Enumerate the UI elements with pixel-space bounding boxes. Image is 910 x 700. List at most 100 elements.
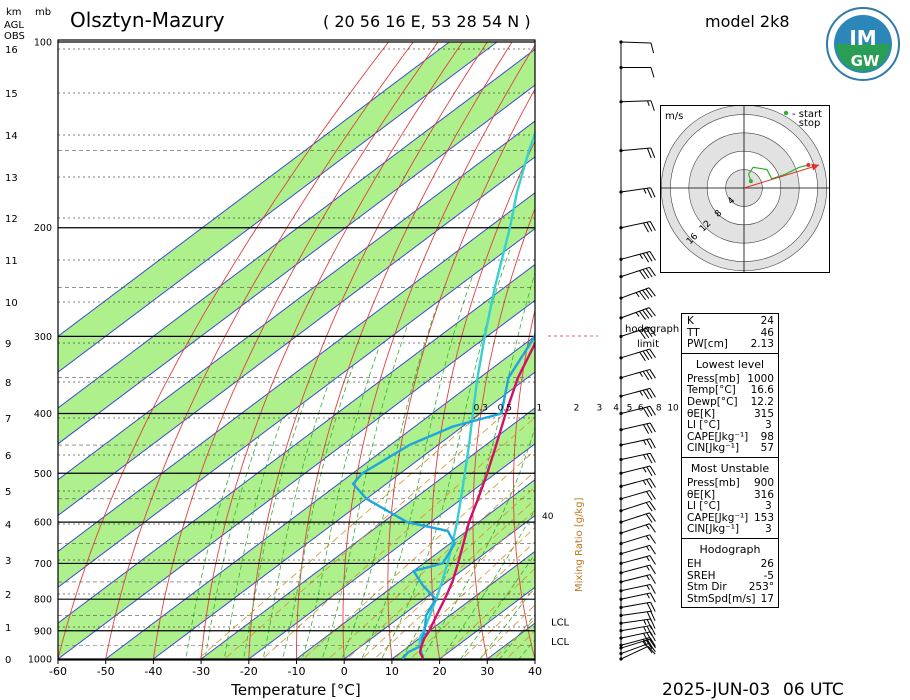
- wind-barb: [619, 523, 656, 535]
- wind-barb: [619, 564, 656, 575]
- index-row: LI [°C] 3: [686, 501, 774, 513]
- wind-barb-full: [646, 439, 653, 449]
- wind-barb-full: [643, 222, 649, 233]
- wind-barb: [619, 266, 656, 280]
- isotherm-line: [58, 156, 535, 517]
- lowest-level-title: Lowest level: [695, 357, 765, 371]
- moist-adiabat: [262, 385, 329, 660]
- wind-barb-full: [645, 288, 653, 298]
- dry-adiabat: [430, 140, 535, 660]
- wind-barb-half: [646, 575, 650, 581]
- km-tick-label: 2: [5, 590, 11, 601]
- wind-barb-half: [639, 253, 644, 259]
- moist-adiabat: [420, 426, 535, 660]
- wind-barb-full: [649, 438, 656, 449]
- isotherm-band: [58, 264, 535, 659]
- wind-barb-full: [642, 309, 650, 319]
- wind-barb-staff: [620, 307, 650, 319]
- legend-start-dot: [783, 110, 789, 116]
- wind-barb-dot: [619, 541, 623, 546]
- wind-barb-full: [646, 370, 653, 380]
- lcl-label: LCL: [551, 637, 570, 648]
- dry-adiabat: [553, 42, 661, 672]
- wind-barb-staff: [620, 465, 651, 474]
- wind-barb-full: [649, 584, 656, 594]
- wind-barb-staff: [620, 500, 650, 512]
- wind-barb-staff: [620, 100, 651, 103]
- wind-barb-half: [646, 584, 650, 591]
- agl-label: AGL: [4, 20, 24, 31]
- most-unstable-title: Most Unstable: [690, 461, 770, 475]
- wind-barb-half: [643, 619, 647, 625]
- wind-barb-full: [649, 348, 656, 359]
- isotherm-line: [58, 41, 498, 373]
- dry-adiabat: [829, 42, 910, 672]
- index-key: TT: [687, 326, 700, 339]
- wind-barb-staff: [620, 618, 651, 624]
- isotherm-band: [58, 49, 535, 444]
- wind-barb: [619, 438, 656, 449]
- km-tick-label: 1: [5, 623, 11, 634]
- wind-barb-full: [645, 349, 653, 360]
- hodograph-trace: [747, 164, 809, 182]
- x-tick-label: -30: [192, 665, 210, 678]
- wind-barb: [619, 490, 656, 501]
- wind-barb-half: [646, 556, 650, 562]
- wind-barb: [619, 221, 656, 233]
- wind-barb-full: [643, 633, 649, 643]
- wind-barb-staff: [620, 438, 651, 446]
- wind-barb-full: [645, 327, 653, 338]
- wind-barb: [619, 387, 656, 400]
- wind-barb: [619, 40, 655, 54]
- km-tick-label: 6: [5, 451, 11, 462]
- moist-adiabat: [321, 327, 408, 660]
- wind-barb-full: [649, 221, 656, 231]
- wind-barb-full: [649, 465, 656, 476]
- dry-adiabat: [152, 41, 439, 660]
- index-key: Press[mb]: [687, 372, 740, 385]
- dry-adiabat: [342, 44, 535, 660]
- wind-barb-staff: [620, 574, 651, 583]
- index-value: 315: [753, 407, 774, 420]
- x-tick-label: 0: [341, 665, 348, 678]
- moist-adiabat: [204, 435, 260, 660]
- wind-barb-staff: [620, 601, 651, 608]
- index-row: StmSpd[m/s] 17: [686, 593, 774, 606]
- index-row: Temp[°C] 16.6: [686, 385, 774, 397]
- legend-start-label: - start: [792, 109, 822, 120]
- indices-panel: K 24 TT 46 PW[cm] 2.13 Lowest level Press[m…: [681, 313, 779, 609]
- moist-adiabat: [185, 453, 238, 660]
- wind-barb-staff: [620, 534, 650, 545]
- wind-barb-full: [645, 502, 653, 512]
- wind-barb-full: [642, 389, 650, 400]
- index-value: 316: [753, 488, 774, 501]
- wind-barb-half: [646, 593, 650, 599]
- index-key: CIN[Jkg⁻¹]: [687, 442, 740, 455]
- index-key: SREH: [687, 569, 716, 582]
- wind-barb-full: [646, 491, 653, 501]
- mixing-ratio-line: [392, 526, 535, 660]
- km-tick-label: 16: [5, 45, 18, 56]
- index-value: 26: [760, 557, 774, 570]
- wind-barb-full: [646, 619, 653, 630]
- station-coords: ( 20 56 16 E, 53 28 54 N ): [323, 12, 531, 31]
- wind-barb-staff: [620, 147, 651, 152]
- isotherm-line: [58, 299, 535, 660]
- wind-barb-staff: [620, 348, 650, 359]
- mixing-ratio-label: 8: [656, 403, 662, 413]
- hodograph-unit: m/s: [665, 111, 683, 122]
- wind-barb-staff: [620, 490, 650, 500]
- index-row: CIN[Jkg⁻¹] 3: [686, 524, 774, 536]
- index-value: 2.13: [750, 338, 774, 351]
- km-tick-label: 15: [5, 89, 18, 100]
- wind-barb-dot: [619, 520, 623, 524]
- wind-barb-staff: [620, 452, 651, 461]
- wind-barb-full: [649, 478, 656, 488]
- storm-motion-arrow: [743, 164, 820, 189]
- wind-barb-dot: [619, 613, 623, 618]
- wind-barb-half: [642, 467, 647, 473]
- wind-barb-dot: [619, 636, 623, 640]
- index-row: Press[mb] 900: [686, 477, 774, 490]
- wind-barb-staff: [620, 251, 651, 260]
- wind-barb-full: [648, 307, 656, 317]
